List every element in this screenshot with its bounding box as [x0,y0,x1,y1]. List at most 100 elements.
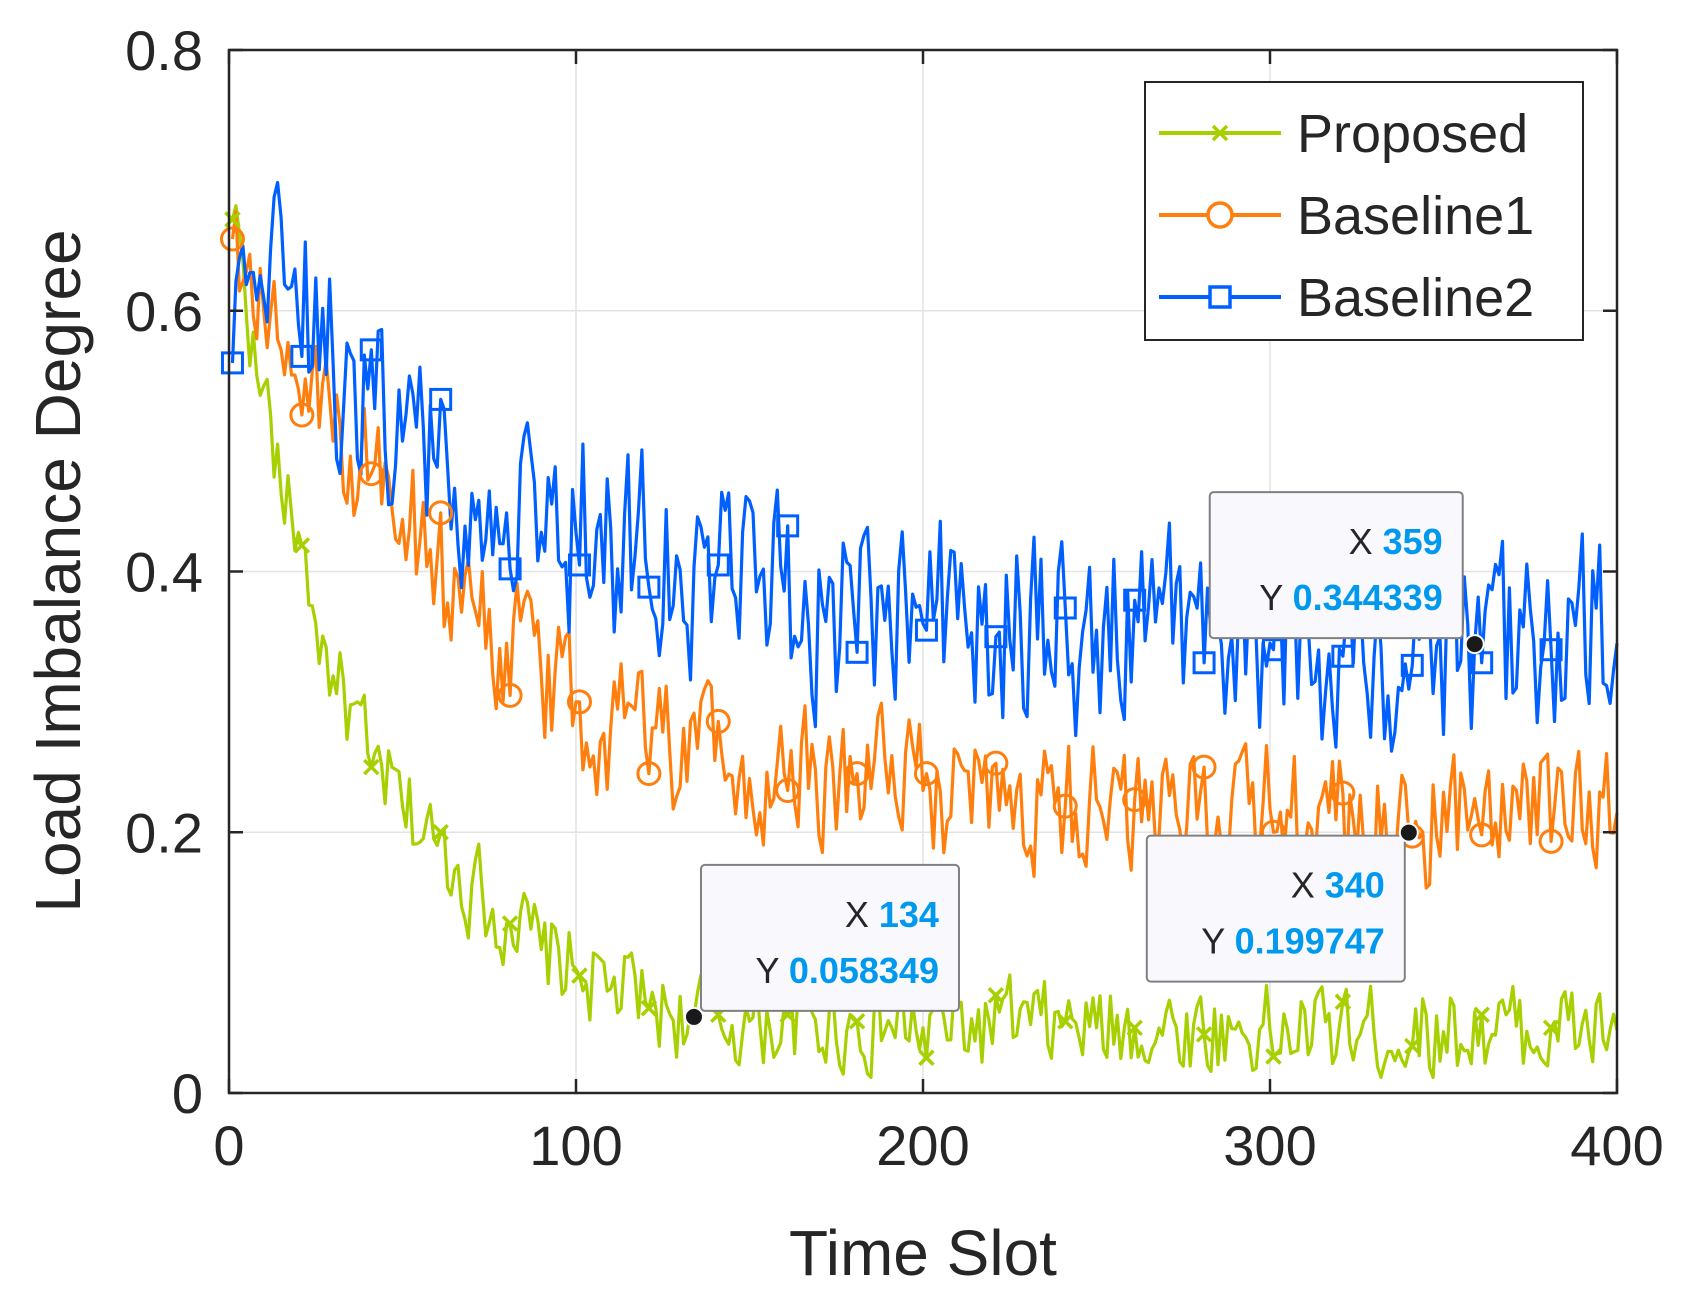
marker-proposed-stroke [1195,1026,1213,1043]
marker-proposed [918,1049,935,1067]
marker-proposed [1126,1019,1143,1037]
marker-proposed [987,986,1005,1004]
legend-item-baseline2: Baseline2 [1159,268,1534,328]
marker-baseline2 [637,575,661,599]
marker-baseline2 [1261,638,1285,662]
marker-baseline2 [1470,651,1494,675]
marker-proposed [1265,1048,1282,1065]
datatip-y-label: Y [1201,921,1234,962]
datatip-y-value: 0.199747 [1235,921,1385,962]
y-tick-label: 0.6 [125,280,203,343]
datatip-y-row: Y 0.199747 [1201,921,1385,962]
marker-baseline1 [566,689,592,715]
datatip-y-row: Y 0.058349 [755,950,939,991]
datatip-x-label: X [1291,865,1325,906]
marker-proposed-stroke [1265,1048,1282,1065]
y-tick-label: 0.8 [125,19,203,82]
marker-baseline1 [636,761,662,787]
series-markers [219,211,1564,1067]
series-line-baseline1 [230,210,1619,890]
marker-baseline2 [1053,596,1077,620]
datatip-x-value: 340 [1325,865,1385,906]
legend-label: Baseline1 [1297,186,1534,246]
y-tick-label: 0 [172,1062,203,1125]
marker-baseline2 [1123,588,1147,612]
series-line-proposed [230,204,1619,1080]
datatip-box [1145,834,1406,983]
marker-proposed-stroke [363,758,380,776]
datatip: X 340 Y 0.199747 [1145,822,1419,983]
datatip-x-row: X 359 [1349,521,1443,562]
x-tick-label: 200 [876,1114,969,1177]
marker-proposed-stroke [1404,1037,1421,1055]
marker-proposed-stroke [571,967,588,984]
marker-baseline1 [1330,780,1356,806]
legend-label: Baseline2 [1297,268,1534,328]
marker-proposed [501,915,519,932]
marker-proposed-stroke [293,537,311,554]
marker-baseline2 [1192,651,1216,675]
marker-baseline2 [220,351,244,375]
marker-baseline1 [1052,793,1078,819]
datatip-x-label: X [1349,521,1383,562]
marker-baseline1 [913,761,939,787]
datatip-x-value: 359 [1383,521,1443,562]
marker-baseline1 [705,708,731,734]
marker-proposed [640,1000,658,1017]
marker-baseline1 [775,778,801,804]
marker-baseline2 [776,514,800,538]
marker-proposed-stroke [848,1013,866,1030]
x-tick-label: 400 [1570,1114,1663,1177]
datatips: X 134 Y 0.058349 X 340 Y 0.199747 X 359 Y 0.3… [683,491,1485,1027]
datatip: X 359 Y 0.344339 [1208,491,1485,655]
marker-baseline2 [567,553,591,577]
marker-baseline2 [429,387,453,411]
marker-proposed [1542,1019,1560,1037]
marker-baseline1 [497,682,523,708]
legend-item-baseline1: Baseline1 [1159,186,1534,246]
marker-proposed [1334,993,1352,1010]
datatip-y-label: Y [755,950,788,991]
marker-proposed [1195,1026,1213,1043]
marker-proposed-stroke [1473,1006,1490,1024]
marker-proposed-stroke [1542,1019,1560,1037]
x-axis-label: Time Slot [789,1217,1057,1289]
datatip-y-value: 0.344339 [1293,577,1443,618]
datatip-x-value: 134 [879,894,939,935]
marker-proposed-stroke [1126,1019,1143,1037]
marker-baseline2 [1331,644,1355,668]
legend: Proposed Baseline1 Baseline2 [1144,81,1584,341]
marker-baseline2 [845,640,869,664]
marker-proposed-stroke [640,1000,658,1017]
marker-baseline2 [984,625,1008,649]
marker-baseline2 [359,338,383,362]
marker-baseline2 [290,344,314,368]
marker-baseline1 [1191,754,1217,780]
datatip-point [683,1006,704,1027]
series-line-baseline2 [230,180,1619,753]
x-tick-label: 300 [1223,1114,1316,1177]
y-axis-label: Load Imbalance Degree [22,229,94,912]
y-tick-label: 0.2 [125,801,203,864]
marker-baseline1 [844,761,870,787]
marker-baseline2 [1539,638,1563,662]
marker-proposed-stroke [501,915,519,932]
marker-proposed [293,537,311,554]
marker-baseline1 [219,226,245,252]
legend-marker [1208,285,1232,309]
marker-baseline2 [914,618,938,642]
datatip-y-value: 0.058349 [789,950,939,991]
legend-item-proposed: Proposed [1159,104,1528,164]
marker-baseline1 [1538,828,1564,854]
marker-proposed [1404,1037,1421,1055]
marker-baseline1 [289,402,315,428]
marker-proposed [848,1013,866,1030]
datatip: X 134 Y 0.058349 [683,863,960,1027]
marker-baseline1 [983,750,1009,776]
marker-baseline2 [498,557,522,581]
x-tick-label: 100 [529,1114,622,1177]
datatip-y-row: Y 0.344339 [1259,577,1443,618]
marker-baseline2 [1400,653,1424,677]
marker-baseline1 [1469,822,1495,848]
marker-proposed [571,967,588,984]
